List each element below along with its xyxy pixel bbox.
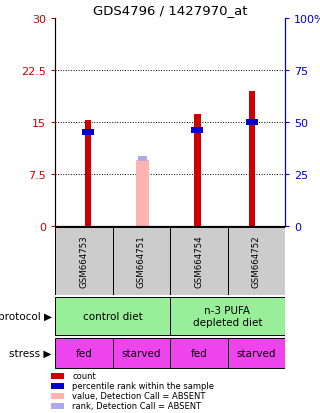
Bar xyxy=(228,338,285,368)
Text: GSM664754: GSM664754 xyxy=(194,235,203,288)
Text: fed: fed xyxy=(190,348,207,358)
Bar xyxy=(191,128,203,133)
Bar xyxy=(51,403,64,409)
Bar xyxy=(55,228,113,295)
Text: control diet: control diet xyxy=(83,311,142,321)
Bar xyxy=(228,228,285,295)
Bar xyxy=(82,130,94,136)
Text: GSM664751: GSM664751 xyxy=(137,235,146,288)
Bar xyxy=(51,393,64,399)
Text: value, Detection Call = ABSENT: value, Detection Call = ABSENT xyxy=(72,392,206,401)
Text: starved: starved xyxy=(236,348,276,358)
Bar xyxy=(249,91,255,226)
Text: rank, Detection Call = ABSENT: rank, Detection Call = ABSENT xyxy=(72,401,201,411)
Bar xyxy=(84,121,91,226)
Text: count: count xyxy=(72,372,96,380)
Bar xyxy=(170,338,228,368)
Text: stress ▶: stress ▶ xyxy=(9,348,52,358)
Bar xyxy=(194,115,201,226)
Text: GSM664753: GSM664753 xyxy=(79,235,88,288)
Bar xyxy=(246,120,258,125)
Text: fed: fed xyxy=(76,348,92,358)
Bar xyxy=(51,383,64,389)
Bar xyxy=(170,297,285,335)
Text: protocol ▶: protocol ▶ xyxy=(0,311,52,321)
Text: percentile rank within the sample: percentile rank within the sample xyxy=(72,382,214,391)
Bar xyxy=(51,373,64,379)
Bar xyxy=(113,228,170,295)
Bar xyxy=(136,161,149,226)
Bar xyxy=(55,338,113,368)
Title: GDS4796 / 1427970_at: GDS4796 / 1427970_at xyxy=(93,5,247,17)
Bar xyxy=(113,338,170,368)
Text: n-3 PUFA
depleted diet: n-3 PUFA depleted diet xyxy=(193,306,262,327)
Text: GSM664752: GSM664752 xyxy=(252,235,261,288)
Bar xyxy=(55,297,170,335)
Bar xyxy=(138,157,148,161)
Text: starved: starved xyxy=(122,348,161,358)
Bar xyxy=(170,228,228,295)
